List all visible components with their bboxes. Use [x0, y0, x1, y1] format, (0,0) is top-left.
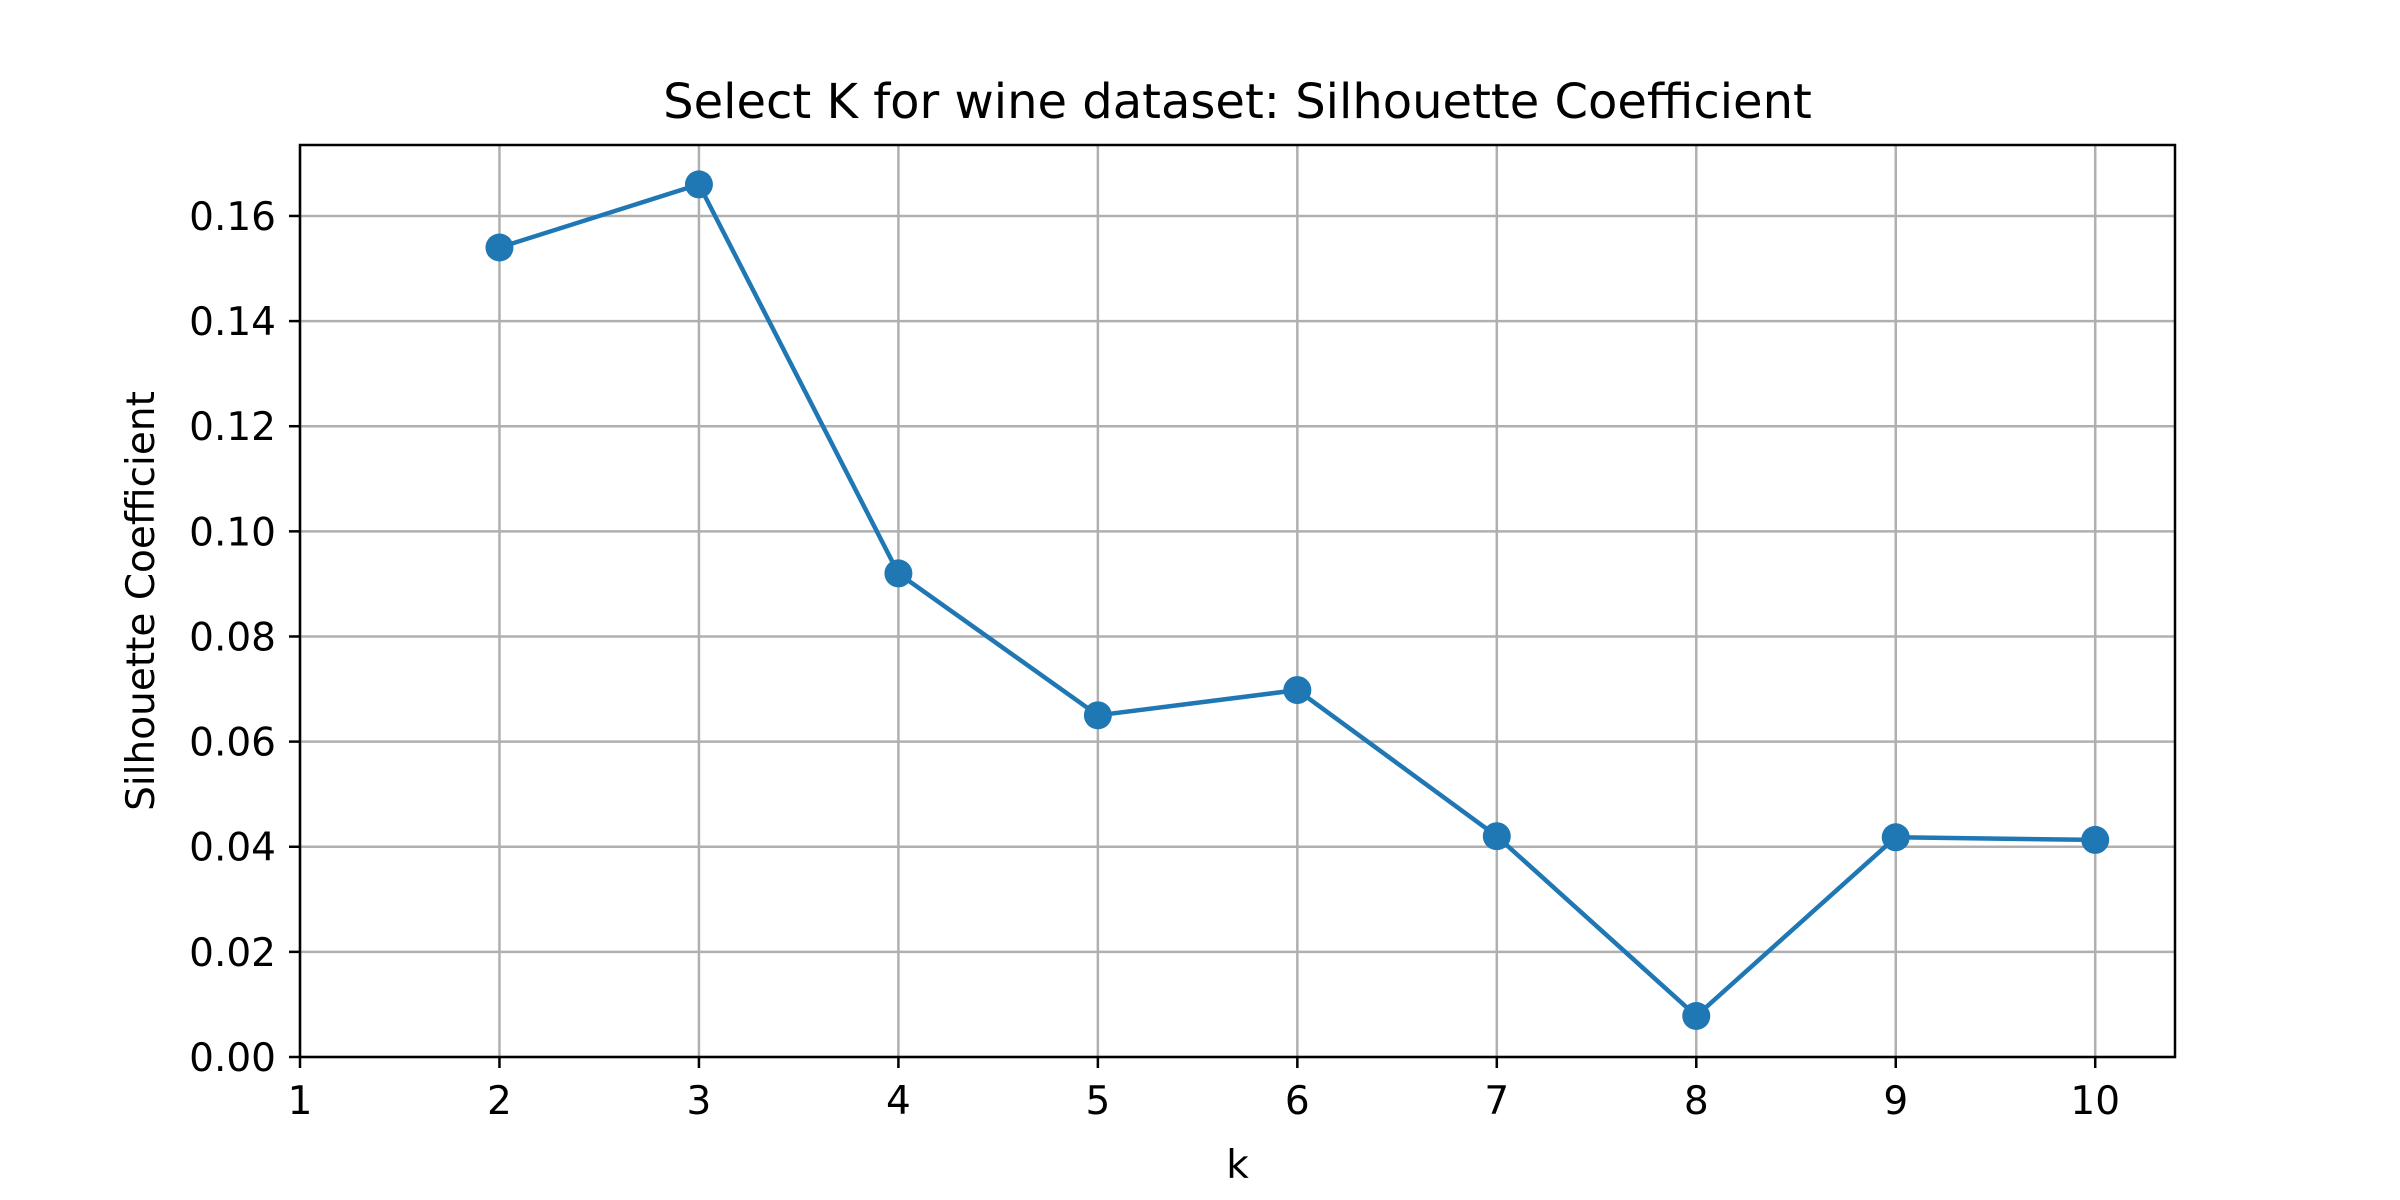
data-point: [2081, 825, 2110, 854]
y-tick-label: 0.10: [189, 510, 276, 555]
data-point: [1682, 1001, 1711, 1030]
x-tick-label: 4: [886, 1079, 911, 1124]
y-tick-label: 0.16: [189, 195, 276, 240]
x-tick-label: 10: [2070, 1079, 2120, 1124]
data-point: [884, 559, 913, 588]
plot-area: [300, 145, 2175, 1057]
data-point: [485, 233, 514, 262]
data-point: [684, 170, 713, 199]
x-tick-label: 3: [687, 1079, 712, 1124]
x-tick-label: 8: [1684, 1079, 1709, 1124]
x-tick-label: 5: [1085, 1079, 1110, 1124]
y-axis-label: Silhouette Coefficient: [119, 391, 164, 811]
x-tick-label: 7: [1484, 1079, 1509, 1124]
y-tick-label: 0.00: [189, 1036, 276, 1081]
y-tick-label: 0.12: [189, 405, 276, 450]
y-tick-label: 0.06: [189, 721, 276, 766]
data-point: [1283, 676, 1312, 705]
x-tick-label: 2: [487, 1079, 512, 1124]
ticks: 1 2 3 4 5 6 7 8 9 10 0.00 0.02 0.04 0.06 0.08 0.10 0.12 0…: [189, 195, 2120, 1124]
data-point: [1881, 823, 1910, 852]
y-tick-label: 0.02: [189, 931, 276, 976]
data-point: [1482, 822, 1511, 851]
x-axis-label: k: [1226, 1143, 1249, 1188]
x-tick-label: 1: [288, 1079, 313, 1124]
y-tick-label: 0.08: [189, 615, 276, 660]
y-tick-label: 0.14: [189, 300, 276, 345]
axes-frame: [298, 143, 2177, 1059]
series-layer: [485, 170, 2110, 1030]
data-point: [1083, 701, 1112, 730]
x-tick-label: 9: [1883, 1079, 1908, 1124]
y-tick-label: 0.04: [189, 826, 276, 871]
chart-title: Select K for wine dataset: Silhouette Co…: [663, 74, 1812, 130]
x-tick-label: 6: [1285, 1079, 1310, 1124]
